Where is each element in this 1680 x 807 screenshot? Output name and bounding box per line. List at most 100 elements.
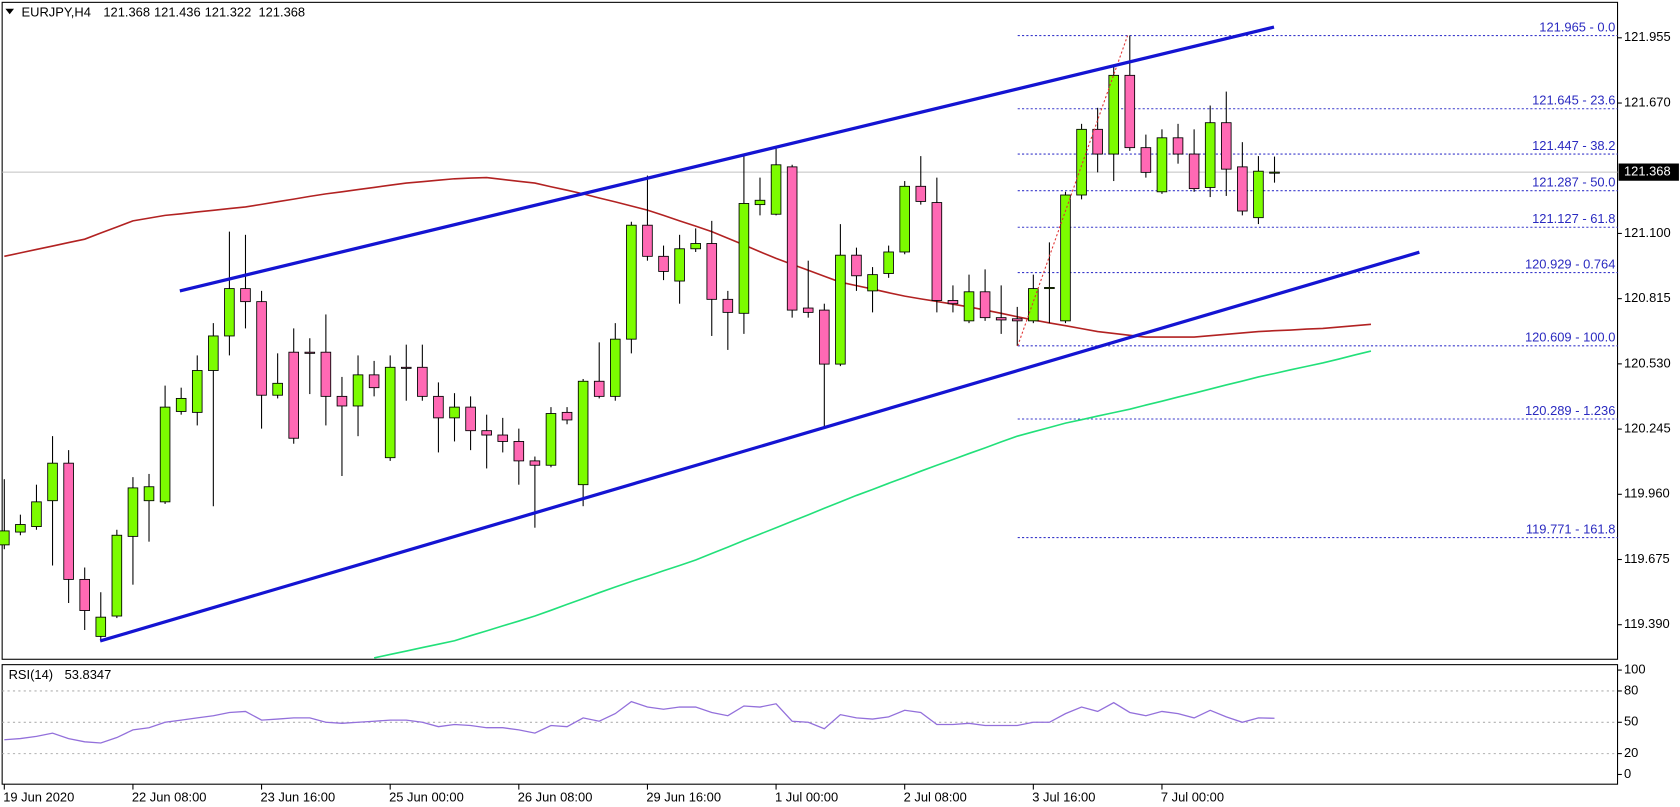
candle-body bbox=[722, 298, 734, 313]
y-tick-label: 119.960 bbox=[1624, 486, 1670, 501]
candle-body bbox=[63, 462, 74, 580]
symbol-title: EURJPY,H4 bbox=[22, 5, 91, 20]
candle-body bbox=[433, 395, 444, 419]
top-layer: 121.368 bbox=[4, 163, 1679, 744]
y-tick-label: 121.955 bbox=[1624, 29, 1671, 44]
candle-body bbox=[240, 288, 251, 303]
candle-body bbox=[851, 254, 862, 277]
candle-body bbox=[256, 301, 267, 396]
rsi-tick-label: 80 bbox=[1624, 682, 1638, 697]
x-tick-label: 3 Jul 16:00 bbox=[1032, 790, 1095, 805]
current-price-label: 121.368 bbox=[1624, 164, 1671, 179]
rsi-tick-label: 20 bbox=[1624, 745, 1638, 760]
candle-body bbox=[1172, 137, 1184, 155]
candle-body bbox=[1188, 153, 1200, 190]
header-arrow bbox=[5, 8, 15, 15]
y-tick-label: 121.100 bbox=[1624, 225, 1671, 240]
candle-body bbox=[272, 382, 283, 396]
candle-body bbox=[690, 243, 701, 250]
candle-body bbox=[224, 288, 235, 337]
candle-body bbox=[802, 307, 814, 313]
candle-body bbox=[577, 380, 589, 486]
rsi-panel-frame bbox=[1, 664, 1619, 785]
candle-body bbox=[159, 406, 171, 503]
candle-body bbox=[770, 164, 782, 215]
candle-body bbox=[819, 309, 830, 365]
candle-body bbox=[0, 530, 10, 546]
candle-body bbox=[979, 291, 991, 319]
main-panel-frame bbox=[1, 1, 1619, 660]
candle-body bbox=[1092, 128, 1103, 155]
candle-body bbox=[320, 351, 332, 397]
current-price-tag bbox=[1618, 163, 1679, 181]
candle-body bbox=[561, 411, 573, 421]
candle-body bbox=[963, 291, 975, 322]
candle-body bbox=[835, 254, 846, 365]
candle-body bbox=[417, 366, 428, 397]
candle-body bbox=[400, 366, 412, 369]
header-low: 121.322 bbox=[205, 5, 252, 20]
candle-body bbox=[674, 248, 685, 282]
candle-body bbox=[1124, 74, 1136, 149]
candle-body bbox=[449, 406, 460, 419]
candle-body bbox=[658, 255, 669, 272]
trend-line bbox=[179, 25, 1275, 293]
candle-body bbox=[610, 338, 621, 397]
candle-body bbox=[1076, 128, 1087, 196]
candle-body bbox=[529, 460, 541, 466]
y-tick-label: 120.530 bbox=[1624, 355, 1671, 370]
fib-anchor-line bbox=[1017, 35, 1129, 347]
back-layer: 121.955 121.670 121.100 120.815 120.530 120.2… bbox=[2, 19, 1671, 805]
candle-body bbox=[642, 224, 653, 257]
moving-average bbox=[4, 176, 1372, 338]
fib-level-label: 121.447 - 38.2 bbox=[1532, 138, 1615, 153]
candle-body bbox=[706, 243, 718, 300]
fib-level-label: 120.929 - 0.764 bbox=[1525, 256, 1615, 271]
header-high: 121.436 bbox=[154, 5, 201, 20]
candle-body bbox=[497, 434, 509, 442]
y-tick-label: 120.815 bbox=[1624, 290, 1671, 305]
candle-body bbox=[47, 462, 58, 502]
candle-body bbox=[95, 616, 107, 637]
rsi-value: 53.8347 bbox=[65, 667, 112, 682]
x-tick-label: 7 Jul 00:00 bbox=[1161, 790, 1224, 805]
rsi-title: RSI(14) bbox=[9, 667, 53, 682]
candle-body bbox=[175, 397, 187, 412]
candle-body bbox=[931, 202, 943, 301]
candle-body bbox=[1140, 147, 1152, 173]
rsi-tick-label: 100 bbox=[1624, 661, 1646, 676]
trend-line bbox=[99, 250, 1420, 643]
candle-body bbox=[1156, 137, 1168, 193]
candle-body bbox=[1237, 166, 1248, 212]
candle-body bbox=[883, 251, 894, 274]
candle-body bbox=[626, 224, 637, 340]
candle-body bbox=[1108, 74, 1119, 155]
candle-body bbox=[31, 501, 42, 527]
candle-body bbox=[336, 395, 348, 407]
x-tick-label: 1 Jul 00:00 bbox=[775, 790, 838, 805]
candle-body bbox=[1220, 122, 1232, 170]
fib-level-label: 121.965 - 0.0 bbox=[1539, 19, 1615, 34]
candle-body bbox=[545, 413, 557, 466]
fib-level-label: 120.289 - 1.236 bbox=[1525, 403, 1615, 418]
candle-body bbox=[754, 199, 766, 206]
y-tick-label: 120.245 bbox=[1624, 420, 1671, 435]
candle-body bbox=[1253, 170, 1264, 219]
candle-body bbox=[304, 351, 316, 354]
x-tick-label: 19 Jun 2020 bbox=[3, 790, 74, 805]
candle-body bbox=[899, 185, 910, 253]
candle-body bbox=[1044, 287, 1055, 290]
fib-level-label: 120.609 - 100.0 bbox=[1525, 330, 1615, 345]
candle-body bbox=[738, 203, 750, 314]
candle-body bbox=[79, 578, 90, 611]
candle-body bbox=[15, 524, 26, 533]
x-tick-label: 26 Jun 08:00 bbox=[518, 790, 593, 805]
fib-level-label: 121.287 - 50.0 bbox=[1532, 175, 1615, 190]
x-tick-label: 29 Jun 16:00 bbox=[646, 790, 721, 805]
candle-body bbox=[915, 185, 927, 202]
candle-body bbox=[1060, 194, 1071, 322]
candle-body bbox=[111, 534, 123, 617]
candle-body bbox=[208, 335, 219, 371]
